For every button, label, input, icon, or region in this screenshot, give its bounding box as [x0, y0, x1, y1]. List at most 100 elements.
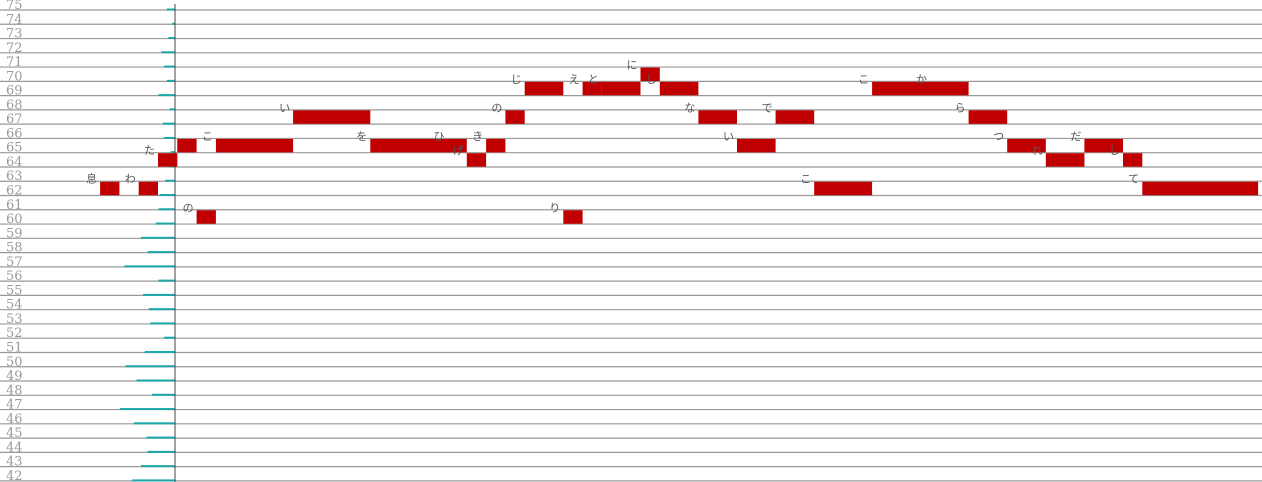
- note-lyric: じ: [511, 73, 522, 86]
- histogram-bar-57: [124, 265, 175, 268]
- note-lyric: し: [1109, 144, 1120, 157]
- note-block[interactable]: [601, 81, 641, 96]
- histogram-bar-70: [166, 79, 175, 82]
- histogram-bar-51: [144, 350, 175, 353]
- histogram-bar-72: [161, 51, 175, 54]
- note-lyric: だ: [1070, 130, 1081, 143]
- pitch-label-59: 59: [6, 226, 23, 241]
- histogram-bar-52: [164, 336, 175, 339]
- note-lyric: こ: [202, 130, 213, 143]
- histogram-bar-74: [172, 22, 175, 25]
- pitch-label-49: 49: [6, 369, 23, 384]
- histogram-bar-47: [120, 408, 175, 411]
- note-block[interactable]: [698, 110, 737, 124]
- pitch-label-68: 68: [6, 98, 23, 113]
- note-block[interactable]: [486, 138, 506, 153]
- pitch-label-42: 42: [6, 469, 23, 482]
- pitch-label-63: 63: [6, 169, 23, 184]
- pitch-label-62: 62: [6, 184, 23, 199]
- pitch-label-50: 50: [6, 355, 23, 370]
- note-block[interactable]: [930, 81, 969, 96]
- note-lyric: ひ: [434, 130, 445, 143]
- histogram-bar-58: [147, 251, 175, 254]
- histogram-bar-67: [162, 122, 175, 125]
- note-lyric: と: [588, 73, 599, 86]
- pitch-label-69: 69: [6, 84, 23, 99]
- note-block[interactable]: [1123, 153, 1143, 167]
- pitch-grid: [0, 9, 1262, 482]
- note-lyric: え: [569, 73, 580, 86]
- note-lyric: き: [472, 130, 483, 143]
- note-block[interactable]: [1007, 138, 1046, 153]
- note-lyric: れ: [1032, 144, 1043, 157]
- note-lyric: つ: [993, 130, 1004, 143]
- note-lyric: の: [183, 201, 194, 214]
- note-block[interactable]: [563, 210, 583, 224]
- histogram-bar-66: [164, 136, 175, 139]
- note-block[interactable]: [524, 81, 564, 96]
- histogram-bar-73: [168, 37, 175, 40]
- note-block[interactable]: [582, 81, 602, 96]
- pitch-label-71: 71: [6, 55, 23, 70]
- histogram-bar-62: [159, 194, 175, 197]
- note-block[interactable]: [158, 153, 178, 167]
- histogram-bar-42: [132, 479, 175, 482]
- pitch-label-43: 43: [6, 455, 23, 470]
- note-lyric: ら: [955, 101, 966, 114]
- note-block[interactable]: [775, 110, 815, 124]
- note-lyric: こ: [858, 73, 869, 86]
- pitch-label-72: 72: [6, 41, 23, 56]
- pitch-label-53: 53: [6, 312, 23, 327]
- histogram-bar-61: [158, 208, 175, 211]
- note-block[interactable]: [100, 181, 120, 196]
- note-lyric: い: [723, 130, 734, 143]
- note-block[interactable]: [447, 138, 467, 153]
- note-block[interactable]: [177, 138, 197, 153]
- pitch-label-56: 56: [6, 269, 23, 284]
- note-block[interactable]: [466, 153, 487, 167]
- pitch-label-58: 58: [6, 241, 23, 256]
- note-lyric: 息: [86, 172, 97, 186]
- histogram-bar-60: [155, 222, 175, 225]
- pitch-label-75: 75: [6, 0, 23, 13]
- note-block[interactable]: [1045, 153, 1085, 167]
- note-block[interactable]: [872, 81, 930, 96]
- pitch-label-47: 47: [6, 398, 23, 413]
- note-block[interactable]: [1142, 181, 1259, 196]
- note-block[interactable]: [737, 138, 776, 153]
- note-lyric: て: [1128, 173, 1139, 186]
- histogram-bar-55: [143, 293, 175, 296]
- note-track[interactable]: [100, 67, 1259, 224]
- note-block[interactable]: [1084, 138, 1123, 153]
- note-lyric: こ: [800, 173, 811, 186]
- note-block[interactable]: [138, 181, 158, 196]
- histogram-bar-45: [146, 436, 175, 439]
- note-block[interactable]: [196, 210, 216, 224]
- histogram-bar-65: [170, 151, 175, 154]
- note-block[interactable]: [505, 110, 525, 124]
- histogram-bar-54: [148, 308, 175, 311]
- note-block[interactable]: [814, 181, 873, 196]
- note-block[interactable]: [215, 138, 294, 153]
- note-block[interactable]: [640, 67, 660, 82]
- note-lyric: た: [144, 144, 155, 157]
- note-lyric: な: [684, 101, 695, 114]
- note-block[interactable]: [370, 138, 448, 153]
- pitch-label-67: 67: [6, 112, 23, 127]
- note-block[interactable]: [968, 110, 1008, 124]
- note-block[interactable]: [659, 81, 699, 96]
- pitch-label-51: 51: [6, 340, 23, 355]
- pitch-label-65: 65: [6, 141, 23, 156]
- pitch-label-66: 66: [6, 126, 23, 141]
- note-lyric: げ: [453, 144, 464, 157]
- note-lyric: に: [627, 59, 638, 72]
- histogram-bar-53: [150, 322, 175, 325]
- note-lyric: で: [762, 101, 773, 114]
- histogram-bar-49: [136, 379, 175, 382]
- histogram-bar-75: [166, 8, 175, 11]
- note-block[interactable]: [293, 110, 371, 124]
- pitch-label-54: 54: [6, 298, 23, 313]
- pitch-label-61: 61: [6, 198, 23, 213]
- pitch-label-60: 60: [6, 212, 23, 227]
